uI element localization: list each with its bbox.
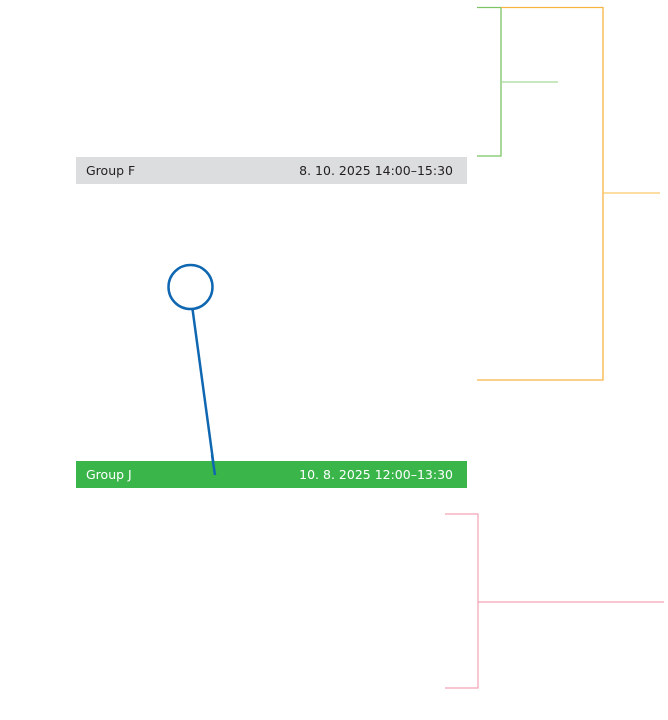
pointer-circle bbox=[167, 263, 214, 311]
group-f-row[interactable]: Group F 8. 10. 2025 14:00–15:30 bbox=[76, 157, 467, 184]
group-j-label: Group J bbox=[86, 467, 132, 482]
group-f-datetime: 8. 10. 2025 14:00–15:30 bbox=[299, 163, 453, 178]
orange-bracket bbox=[477, 6, 660, 381]
group-f-label: Group F bbox=[86, 163, 136, 178]
pink-bracket bbox=[445, 513, 664, 689]
group-j-datetime: 10. 8. 2025 12:00–13:30 bbox=[299, 467, 453, 482]
pointer-line bbox=[191, 308, 217, 476]
green-bracket bbox=[477, 6, 558, 157]
group-j-row[interactable]: Group J 10. 8. 2025 12:00–13:30 bbox=[76, 461, 467, 488]
